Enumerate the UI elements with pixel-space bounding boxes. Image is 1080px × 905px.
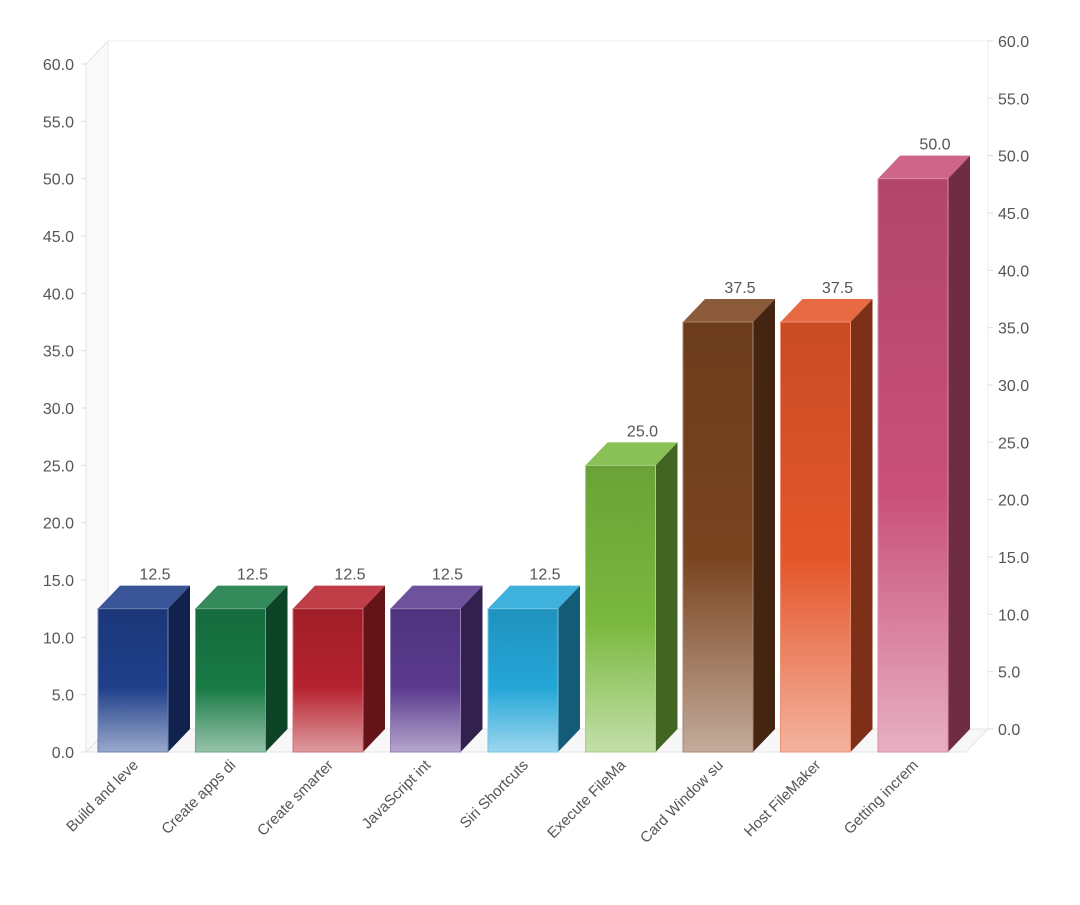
bar-top: [390, 585, 483, 609]
left-y-tick-label: 5.0: [52, 688, 74, 705]
right-y-tick-label: 55.0: [998, 91, 1029, 108]
x-axis-category-label: Siri Shortcuts: [457, 757, 532, 832]
bar-front: [877, 178, 949, 753]
left-y-tick-label: 50.0: [43, 172, 74, 189]
right-y-tick-label: 35.0: [998, 321, 1029, 338]
bar: [780, 299, 873, 753]
data-label: 12.5: [334, 567, 365, 584]
bar: [682, 299, 775, 753]
right-y-tick-label: 10.0: [998, 607, 1029, 624]
right-y-tick-label: 25.0: [998, 435, 1029, 452]
left-y-tick-label: 30.0: [43, 401, 74, 418]
data-label: 12.5: [432, 567, 463, 584]
bar: [195, 585, 288, 753]
data-label: 37.5: [724, 280, 755, 297]
bar-front: [487, 608, 559, 753]
bar-side: [753, 299, 775, 752]
x-axis-category-label: Card Window su: [637, 757, 727, 847]
left-y-tick-label: 20.0: [43, 516, 74, 533]
bar-top: [195, 585, 288, 609]
bar-top: [98, 585, 190, 609]
bar-top: [683, 299, 775, 322]
left-y-tick-label: 45.0: [43, 229, 74, 246]
bar-side: [168, 585, 190, 752]
data-labels-group: 12.5 12.5 12.5 12.5 12.5 25.0 37.5 37.5 50.0: [139, 137, 950, 584]
right-y-tick-label: 0.0: [998, 722, 1020, 739]
x-axis-category-label: Getting increm: [841, 757, 922, 838]
bar-front: [390, 608, 461, 753]
right-y-tick-label: 20.0: [998, 493, 1029, 510]
bar: [487, 585, 580, 753]
bar-side: [460, 585, 483, 752]
bar-front: [780, 321, 851, 753]
bar-top: [488, 585, 580, 609]
bar: [97, 585, 190, 753]
bar-side: [265, 585, 288, 752]
bar-top: [585, 442, 678, 466]
bar-side: [850, 299, 873, 752]
bar: [292, 585, 385, 753]
right-y-axis: 0.0 5.0 10.0 15.0 20.0 25.0 30.0 35.0 40.0 45.0 50…: [988, 34, 1029, 739]
data-label: 12.5: [237, 567, 268, 584]
right-y-tick-label: 60.0: [998, 34, 1029, 51]
x-axis-category-label: Host FileMaker: [741, 757, 824, 840]
left-y-tick-label: 40.0: [43, 286, 74, 303]
data-label: 25.0: [627, 423, 658, 440]
bar: [585, 442, 678, 753]
bar: [390, 585, 483, 753]
data-label: 37.5: [822, 280, 853, 297]
bar-top: [293, 585, 385, 609]
left-y-tick-label: 60.0: [43, 57, 74, 74]
left-y-tick-label: 35.0: [43, 344, 74, 361]
left-y-tick-label: 25.0: [43, 458, 74, 475]
bar-top: [780, 299, 873, 322]
bar-front: [682, 321, 754, 753]
data-label: 50.0: [919, 137, 950, 154]
right-y-tick-label: 5.0: [998, 665, 1020, 682]
data-label: 12.5: [529, 567, 560, 584]
left-y-tick-label: 55.0: [43, 114, 74, 131]
bar-side: [655, 442, 678, 752]
bar-top: [878, 155, 970, 179]
bars-group: [97, 155, 970, 753]
bar: [877, 155, 970, 753]
bar-side: [363, 585, 385, 752]
left-y-tick-label: 10.0: [43, 630, 74, 647]
right-y-tick-label: 45.0: [998, 206, 1029, 223]
right-y-tick-label: 50.0: [998, 149, 1029, 166]
right-y-tick-label: 15.0: [998, 550, 1029, 567]
left-y-tick-label: 15.0: [43, 573, 74, 590]
x-axis-category-label: Execute FileMa: [544, 756, 630, 842]
bar-front: [585, 464, 656, 753]
x-axis-category-label: JavaScript int: [359, 756, 435, 832]
bar-side: [948, 155, 970, 752]
right-y-tick-label: 40.0: [998, 263, 1029, 280]
x-axis-category-label: Create smarter: [254, 757, 337, 840]
bar-front: [292, 608, 364, 753]
left-y-tick-label: 0.0: [52, 745, 74, 762]
x-axis-labels-group: Build and leve Create apps di Create smart…: [63, 756, 922, 846]
bar-front: [97, 608, 169, 753]
bar-front: [195, 608, 266, 753]
data-label: 12.5: [139, 567, 170, 584]
left-y-axis: 0.0 5.0 10.0 15.0 20.0 25.0 30.0 35.0 40.0 45.0 50…: [43, 57, 86, 762]
bar-side: [558, 585, 580, 752]
x-axis-category-label: Build and leve: [63, 757, 142, 836]
x-axis-category-label: Create apps di: [158, 757, 239, 838]
right-y-tick-label: 30.0: [998, 378, 1029, 395]
